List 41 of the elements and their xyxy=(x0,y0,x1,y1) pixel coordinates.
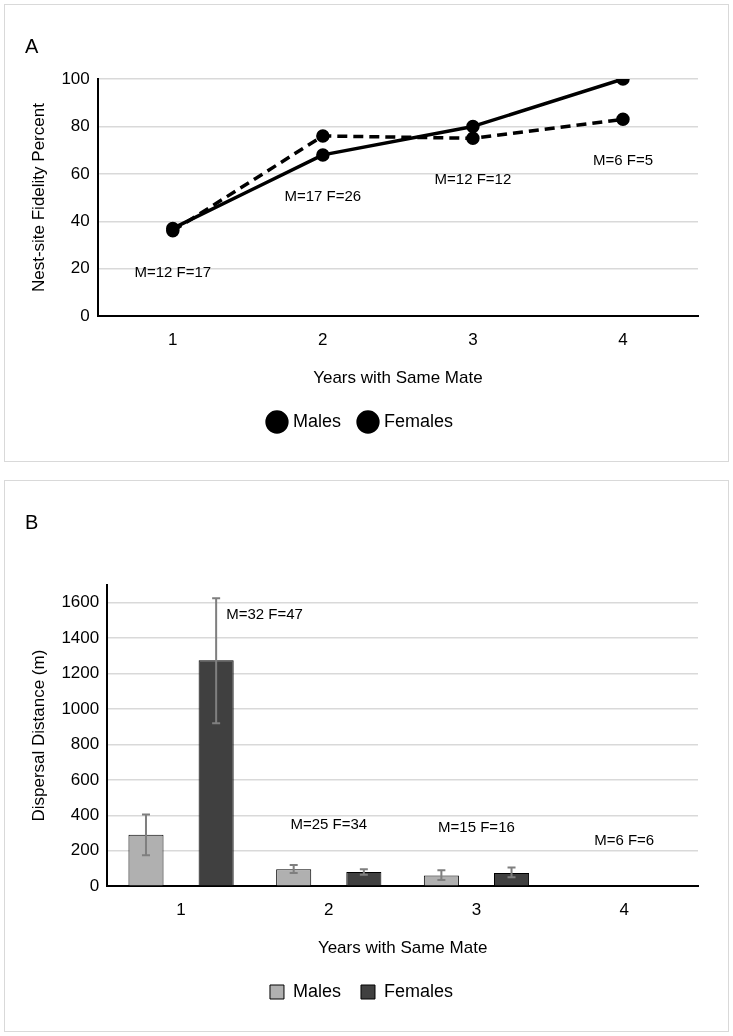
y-tick-label: 600 xyxy=(70,769,100,789)
y-tick-label: 0 xyxy=(80,305,90,325)
y-tick-label: 800 xyxy=(70,734,100,754)
x-tick-label: 2 xyxy=(324,900,334,920)
annotation: M=17 F=26 xyxy=(284,187,362,205)
x-tick-label: 1 xyxy=(176,900,186,920)
y-tick-label: 1200 xyxy=(61,663,100,683)
x-tick-label: 4 xyxy=(618,330,628,350)
y-tick-label: 1000 xyxy=(61,698,100,718)
y-tick-label: 400 xyxy=(70,805,100,825)
annotation: M=25 F=34 xyxy=(290,814,368,832)
y-tick-label: 1400 xyxy=(61,627,100,647)
y-tick-label: 40 xyxy=(70,211,90,231)
x-axis-title: Years with Same Mate xyxy=(317,938,488,958)
legend-label: Females xyxy=(384,410,454,431)
x-tick-label: 2 xyxy=(318,330,328,350)
annotation: M=15 F=16 xyxy=(438,818,515,836)
chart-title: A xyxy=(25,34,39,57)
y-axis-title: Nest-site Fidelity Percent xyxy=(28,102,48,293)
legend-label: Males xyxy=(292,410,341,431)
y-tick-label: 0 xyxy=(89,875,100,895)
chart-title: B xyxy=(25,510,39,533)
x-tick-label: 4 xyxy=(619,900,629,920)
annotation: M=32 F=47 xyxy=(226,605,303,623)
legend-label: Females xyxy=(384,980,454,1001)
legend-label: Males xyxy=(292,980,341,1001)
y-tick-label: 80 xyxy=(70,116,90,136)
y-tick-label: 20 xyxy=(70,258,90,278)
y-tick-label: 100 xyxy=(61,68,90,88)
x-tick-label: 3 xyxy=(471,900,482,920)
y-tick-label: 1600 xyxy=(61,592,100,612)
y-tick-label: 200 xyxy=(70,840,100,860)
annotation: M=6 F=5 xyxy=(592,151,653,169)
annotation: M=12 F=12 xyxy=(434,170,512,188)
y-tick-label: 60 xyxy=(70,163,90,183)
annotation: M=6 F=6 xyxy=(594,831,655,849)
y-axis-title: Dispersal Distance (m) xyxy=(28,649,48,822)
x-axis-title: Years with Same Mate xyxy=(313,368,483,388)
x-tick-label: 3 xyxy=(468,330,478,350)
annotation: M=12 F=17 xyxy=(134,262,212,280)
x-tick-label: 1 xyxy=(168,330,178,350)
